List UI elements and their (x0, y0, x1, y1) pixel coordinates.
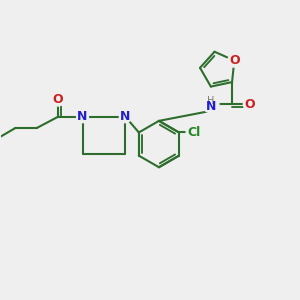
Text: Cl: Cl (188, 126, 201, 139)
Circle shape (202, 96, 219, 113)
Text: N: N (120, 110, 130, 123)
Text: N: N (206, 100, 216, 113)
Text: O: O (244, 98, 255, 111)
Text: H: H (207, 95, 214, 106)
Circle shape (76, 111, 88, 123)
Circle shape (186, 124, 203, 141)
Text: N: N (77, 110, 88, 123)
Circle shape (52, 93, 65, 106)
Text: O: O (53, 93, 64, 106)
Text: O: O (229, 54, 240, 67)
Circle shape (119, 111, 131, 123)
Circle shape (243, 98, 256, 111)
Circle shape (228, 54, 241, 67)
